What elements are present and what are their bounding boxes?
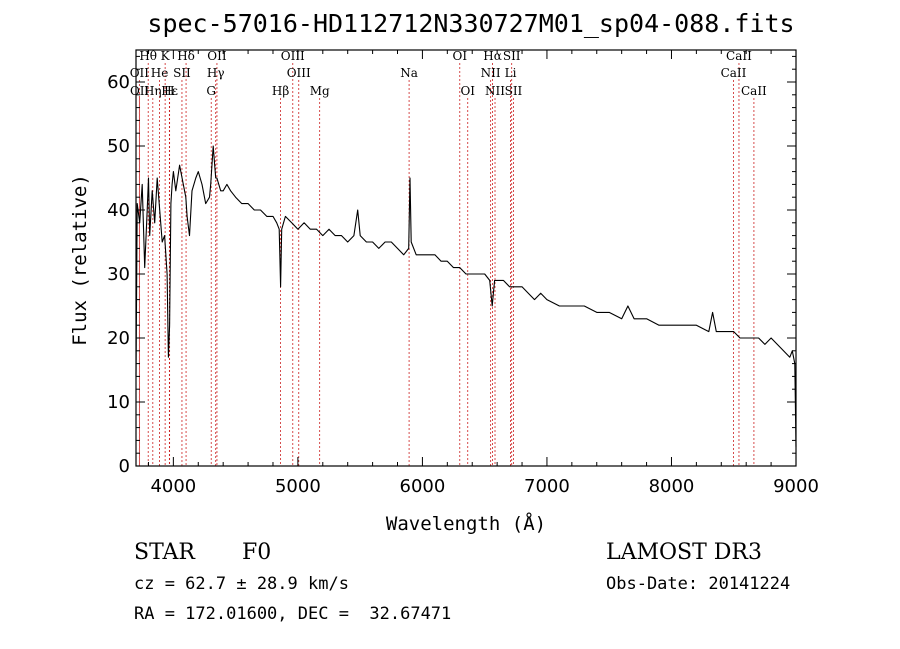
x-axis-label: Wavelength (Å) bbox=[386, 512, 546, 535]
y-tick-label: 60 bbox=[107, 72, 130, 93]
redshift-readout: cz = 62.7 ± 28.9 km/s bbox=[134, 574, 349, 594]
y-tick-label: 20 bbox=[107, 328, 130, 349]
line-marker-label: Na bbox=[400, 66, 418, 80]
class-label: STAR bbox=[134, 540, 195, 565]
line-marker-label: Hε bbox=[161, 84, 178, 98]
obs-date: Obs-Date: 20141224 bbox=[606, 574, 791, 594]
line-marker-label: Mg bbox=[310, 84, 330, 98]
line-marker-label: He bbox=[151, 66, 169, 80]
coordinates: RA = 172.01600, DEC = 32.67471 bbox=[134, 604, 452, 624]
subclass-label: F0 bbox=[242, 540, 272, 565]
spectrum-series bbox=[135, 145, 797, 447]
line-marker-label: Hγ bbox=[207, 66, 225, 80]
line-marker-label: OII bbox=[207, 49, 227, 63]
line-marker-label: CaII bbox=[721, 66, 747, 80]
line-marker-label: Li bbox=[505, 66, 517, 80]
line-marker-label: G bbox=[206, 84, 216, 98]
x-tick-label: 6000 bbox=[400, 476, 446, 497]
y-tick-label: 30 bbox=[107, 264, 130, 285]
y-axis-label: Flux (relative) bbox=[69, 174, 91, 346]
x-tick-label: 9000 bbox=[773, 476, 819, 497]
chart-title: spec-57016-HD112712N330727M01_sp04-088.f… bbox=[147, 9, 794, 38]
line-marker-label: Hθ bbox=[139, 49, 157, 63]
line-marker-label: Hβ bbox=[272, 84, 289, 98]
line-marker-label: CaII bbox=[741, 84, 767, 98]
y-tick-label: 0 bbox=[119, 456, 130, 477]
line-marker-label: SII bbox=[173, 66, 191, 80]
line-marker-label: K bbox=[161, 49, 171, 63]
spectrum-line bbox=[135, 145, 797, 447]
line-marker-label: OIII bbox=[281, 49, 305, 63]
y-tick-label: 10 bbox=[107, 392, 130, 413]
line-marker-label: OI bbox=[452, 49, 467, 63]
line-marker-label: H bbox=[164, 84, 174, 98]
y-axis: 0 10 20 30 40 50 60 bbox=[107, 55, 796, 477]
line-marker-label: Hα bbox=[483, 49, 502, 63]
line-marker-label: NII bbox=[481, 66, 501, 80]
x-tick-label: 4000 bbox=[150, 476, 196, 497]
line-marker-label: OI bbox=[460, 84, 475, 98]
line-marker-label: OIII bbox=[287, 66, 311, 80]
x-tick-label: 5000 bbox=[275, 476, 321, 497]
y-tick-label: 50 bbox=[107, 136, 130, 157]
y-tick-label: 40 bbox=[107, 200, 130, 221]
line-marker-label: OII bbox=[130, 84, 150, 98]
survey-label: LAMOST DR3 bbox=[606, 540, 762, 565]
line-marker-label: Hδ bbox=[177, 49, 195, 63]
line-marker-label: OII bbox=[130, 66, 150, 80]
line-marker-label: CaII bbox=[726, 49, 752, 63]
line-marker-label: Hη bbox=[144, 84, 162, 98]
line-marker-label: NII bbox=[485, 84, 505, 98]
line-marker-label: SII bbox=[503, 49, 521, 63]
line-marker-label: SII bbox=[505, 84, 523, 98]
plot-frame bbox=[135, 49, 797, 467]
x-tick-label: 8000 bbox=[649, 476, 695, 497]
x-axis: 4000 5000 6000 7000 8000 9000 bbox=[147, 50, 819, 497]
x-tick-label: 7000 bbox=[524, 476, 570, 497]
